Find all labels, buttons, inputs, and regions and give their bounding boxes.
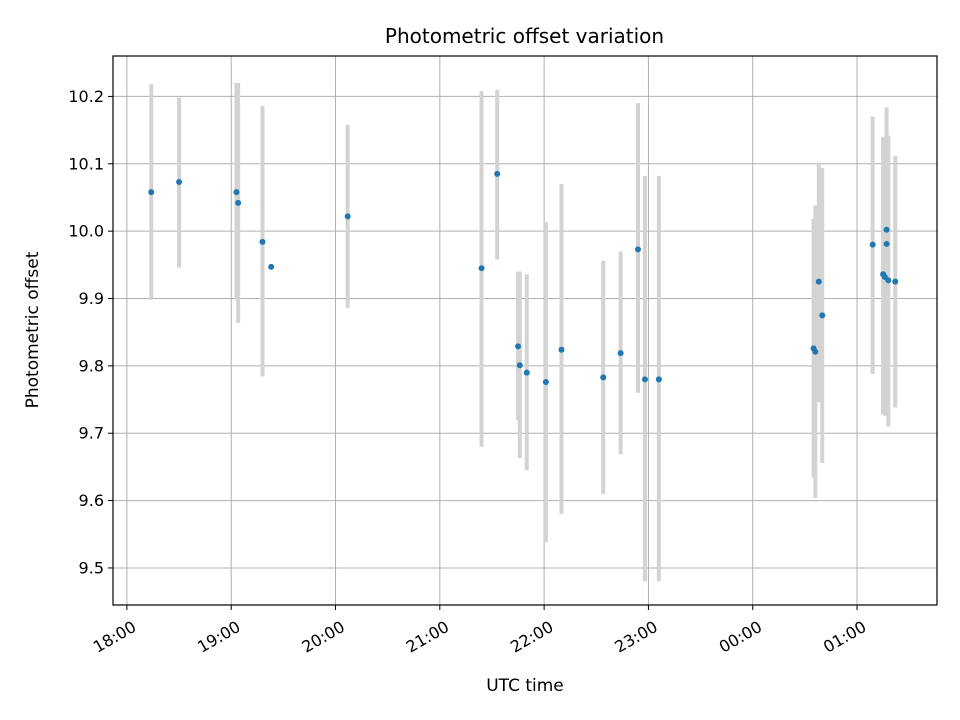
data-point [655, 376, 662, 383]
data-point [812, 348, 819, 355]
y-axis-label: Photometric offset [23, 251, 43, 408]
data-point [515, 343, 522, 350]
data-point [558, 346, 565, 353]
data-point [641, 376, 648, 383]
data-point [815, 278, 822, 285]
x-axis-label: UTC time [486, 676, 564, 696]
data-point [268, 263, 275, 270]
y-tick-label: 10.0 [68, 222, 104, 241]
data-points [148, 170, 899, 386]
data-point [819, 312, 826, 319]
data-point [883, 226, 890, 233]
y-axis-ticks: 9.5 9.6 9.7 9.8 9.9 10.0 10.1 10.2 [68, 87, 113, 577]
data-point [617, 350, 624, 357]
data-point [148, 189, 155, 196]
data-point [494, 170, 501, 177]
y-tick-label: 9.5 [79, 558, 104, 577]
data-point [542, 379, 549, 386]
data-point [634, 246, 641, 253]
data-point [478, 265, 485, 272]
data-point [235, 199, 242, 206]
data-point [344, 213, 351, 220]
y-tick-label: 9.8 [79, 356, 104, 375]
chart-title: Photometric offset variation [385, 24, 664, 48]
data-point [600, 374, 607, 381]
data-point [233, 189, 240, 196]
plot-frame [112, 55, 938, 606]
y-tick-label: 9.6 [79, 491, 104, 510]
data-point [883, 240, 890, 247]
data-point [892, 278, 899, 285]
data-point [523, 369, 530, 376]
data-point [869, 241, 876, 248]
data-point [259, 238, 266, 245]
y-tick-label: 9.9 [79, 289, 104, 308]
data-point [885, 277, 892, 284]
data-point [516, 362, 523, 369]
y-tick-label: 10.2 [68, 87, 104, 106]
data-point [176, 178, 183, 185]
y-tick-label: 10.1 [68, 154, 104, 173]
y-tick-label: 9.7 [79, 424, 104, 443]
